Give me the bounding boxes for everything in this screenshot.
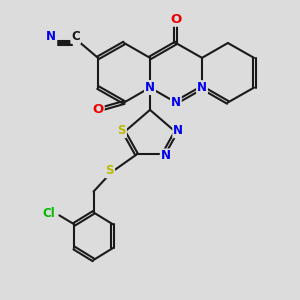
Text: Cl: Cl — [43, 207, 55, 220]
Text: N: N — [145, 81, 155, 94]
Text: N: N — [173, 124, 183, 137]
Text: N: N — [171, 96, 181, 109]
Text: S: S — [118, 124, 126, 137]
Text: N: N — [197, 81, 207, 94]
Text: O: O — [92, 103, 104, 116]
Text: C: C — [71, 30, 80, 43]
Text: O: O — [170, 13, 182, 26]
Text: S: S — [106, 164, 114, 177]
Text: N: N — [45, 30, 56, 43]
Text: N: N — [161, 149, 171, 162]
Text: N: N — [145, 81, 155, 94]
